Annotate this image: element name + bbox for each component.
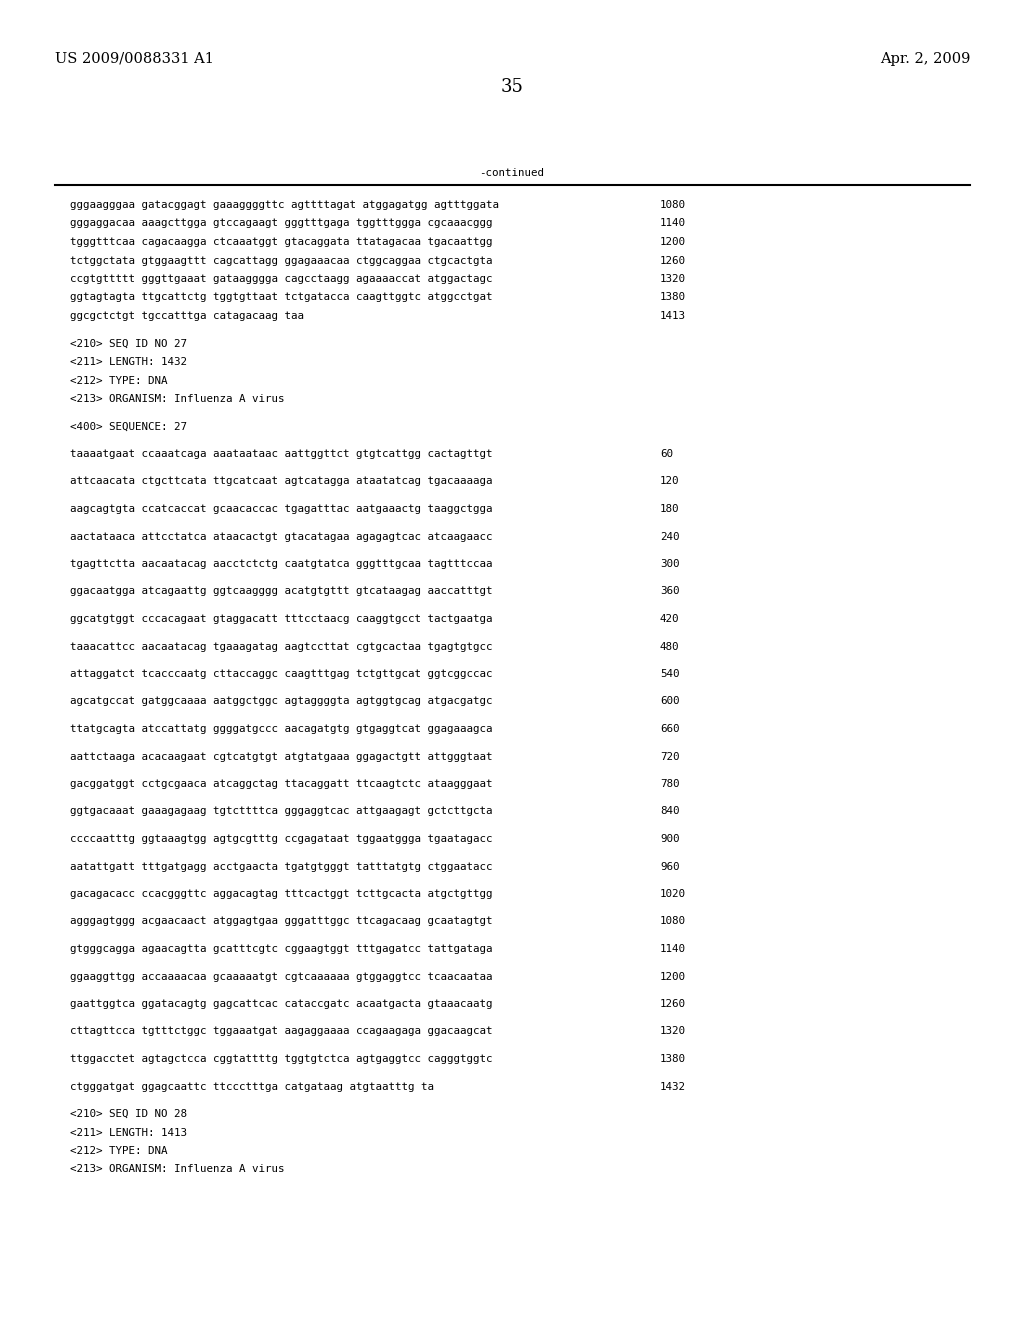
- Text: cttagttcca tgtttctggc tggaaatgat aagaggaaaa ccagaagaga ggacaagcat: cttagttcca tgtttctggc tggaaatgat aagagga…: [70, 1027, 493, 1036]
- Text: gaattggtca ggatacagtg gagcattcac cataccgatc acaatgacta gtaaacaatg: gaattggtca ggatacagtg gagcattcac cataccg…: [70, 999, 493, 1008]
- Text: <211> LENGTH: 1432: <211> LENGTH: 1432: [70, 356, 187, 367]
- Text: Apr. 2, 2009: Apr. 2, 2009: [880, 51, 970, 66]
- Text: <400> SEQUENCE: 27: <400> SEQUENCE: 27: [70, 421, 187, 432]
- Text: 420: 420: [660, 614, 680, 624]
- Text: 1140: 1140: [660, 219, 686, 228]
- Text: 120: 120: [660, 477, 680, 487]
- Text: 1413: 1413: [660, 312, 686, 321]
- Text: <212> TYPE: DNA: <212> TYPE: DNA: [70, 375, 168, 385]
- Text: ccgtgttttt gggttgaaat gataagggga cagcctaagg agaaaaccat atggactagc: ccgtgttttt gggttgaaat gataagggga cagccta…: [70, 275, 493, 284]
- Text: 1260: 1260: [660, 999, 686, 1008]
- Text: gggaggacaa aaagcttgga gtccagaagt gggtttgaga tggtttggga cgcaaacggg: gggaggacaa aaagcttgga gtccagaagt gggtttg…: [70, 219, 493, 228]
- Text: gacggatggt cctgcgaaca atcaggctag ttacaggatt ttcaagtctc ataagggaat: gacggatggt cctgcgaaca atcaggctag ttacagg…: [70, 779, 493, 789]
- Text: tgagttctta aacaatacag aacctctctg caatgtatca gggtttgcaa tagtttccaa: tgagttctta aacaatacag aacctctctg caatgta…: [70, 558, 493, 569]
- Text: aatattgatt tttgatgagg acctgaacta tgatgtgggt tatttatgtg ctggaatacc: aatattgatt tttgatgagg acctgaacta tgatgtg…: [70, 862, 493, 871]
- Text: 660: 660: [660, 723, 680, 734]
- Text: agggagtggg acgaacaact atggagtgaa gggatttggc ttcagacaag gcaatagtgt: agggagtggg acgaacaact atggagtgaa gggattt…: [70, 916, 493, 927]
- Text: <213> ORGANISM: Influenza A virus: <213> ORGANISM: Influenza A virus: [70, 1164, 285, 1175]
- Text: 1020: 1020: [660, 888, 686, 899]
- Text: ggcatgtggt cccacagaat gtaggacatt tttcctaacg caaggtgcct tactgaatga: ggcatgtggt cccacagaat gtaggacatt tttccta…: [70, 614, 493, 624]
- Text: tgggtttcaa cagacaagga ctcaaatggt gtacaggata ttatagacaa tgacaattgg: tgggtttcaa cagacaagga ctcaaatggt gtacagg…: [70, 238, 493, 247]
- Text: 300: 300: [660, 558, 680, 569]
- Text: ggtgacaaat gaaagagaag tgtcttttca gggaggtcac attgaagagt gctcttgcta: ggtgacaaat gaaagagaag tgtcttttca gggaggt…: [70, 807, 493, 817]
- Text: 240: 240: [660, 532, 680, 541]
- Text: gggaagggaa gatacggagt gaaaggggttc agttttagat atggagatgg agtttggata: gggaagggaa gatacggagt gaaaggggttc agtttt…: [70, 201, 499, 210]
- Text: ctgggatgat ggagcaattc ttccctttga catgataag atgtaatttg ta: ctgggatgat ggagcaattc ttccctttga catgata…: [70, 1081, 434, 1092]
- Text: 960: 960: [660, 862, 680, 871]
- Text: 900: 900: [660, 834, 680, 843]
- Text: aattctaaga acacaagaat cgtcatgtgt atgtatgaaa ggagactgtt attgggtaat: aattctaaga acacaagaat cgtcatgtgt atgtatg…: [70, 751, 493, 762]
- Text: taaaatgaat ccaaatcaga aaataataac aattggttct gtgtcattgg cactagttgt: taaaatgaat ccaaatcaga aaataataac aattggt…: [70, 449, 493, 459]
- Text: <210> SEQ ID NO 27: <210> SEQ ID NO 27: [70, 338, 187, 348]
- Text: 1080: 1080: [660, 201, 686, 210]
- Text: US 2009/0088331 A1: US 2009/0088331 A1: [55, 51, 214, 66]
- Text: 1432: 1432: [660, 1081, 686, 1092]
- Text: ttatgcagta atccattatg ggggatgccc aacagatgtg gtgaggtcat ggagaaagca: ttatgcagta atccattatg ggggatgccc aacagat…: [70, 723, 493, 734]
- Text: 180: 180: [660, 504, 680, 513]
- Text: 600: 600: [660, 697, 680, 706]
- Text: taaacattcc aacaatacag tgaaagatag aagtccttat cgtgcactaa tgagtgtgcc: taaacattcc aacaatacag tgaaagatag aagtcct…: [70, 642, 493, 652]
- Text: 1320: 1320: [660, 275, 686, 284]
- Text: 1320: 1320: [660, 1027, 686, 1036]
- Text: 1260: 1260: [660, 256, 686, 265]
- Text: <212> TYPE: DNA: <212> TYPE: DNA: [70, 1146, 168, 1156]
- Text: ggcgctctgt tgccatttga catagacaag taa: ggcgctctgt tgccatttga catagacaag taa: [70, 312, 304, 321]
- Text: 1200: 1200: [660, 238, 686, 247]
- Text: attaggatct tcacccaatg cttaccaggc caagtttgag tctgttgcat ggtcggccac: attaggatct tcacccaatg cttaccaggc caagttt…: [70, 669, 493, 678]
- Text: attcaacata ctgcttcata ttgcatcaat agtcatagga ataatatcag tgacaaaaga: attcaacata ctgcttcata ttgcatcaat agtcata…: [70, 477, 493, 487]
- Text: 480: 480: [660, 642, 680, 652]
- Text: gacagacacc ccacgggttc aggacagtag tttcactggt tcttgcacta atgctgttgg: gacagacacc ccacgggttc aggacagtag tttcact…: [70, 888, 493, 899]
- Text: 360: 360: [660, 586, 680, 597]
- Text: -continued: -continued: [479, 168, 545, 178]
- Text: aagcagtgta ccatcaccat gcaacaccac tgagatttac aatgaaactg taaggctgga: aagcagtgta ccatcaccat gcaacaccac tgagatt…: [70, 504, 493, 513]
- Text: <211> LENGTH: 1413: <211> LENGTH: 1413: [70, 1127, 187, 1138]
- Text: 1140: 1140: [660, 944, 686, 954]
- Text: 35: 35: [501, 78, 523, 96]
- Text: 1200: 1200: [660, 972, 686, 982]
- Text: <213> ORGANISM: Influenza A virus: <213> ORGANISM: Influenza A virus: [70, 393, 285, 404]
- Text: agcatgccat gatggcaaaa aatggctggc agtaggggta agtggtgcag atgacgatgc: agcatgccat gatggcaaaa aatggctggc agtaggg…: [70, 697, 493, 706]
- Text: 540: 540: [660, 669, 680, 678]
- Text: ggtagtagta ttgcattctg tggtgttaat tctgatacca caagttggtc atggcctgat: ggtagtagta ttgcattctg tggtgttaat tctgata…: [70, 293, 493, 302]
- Text: ttggacctet agtagctcca cggtattttg tggtgtctca agtgaggtcc cagggtggtc: ttggacctet agtagctcca cggtattttg tggtgtc…: [70, 1053, 493, 1064]
- Text: 1380: 1380: [660, 293, 686, 302]
- Text: ggacaatgga atcagaattg ggtcaagggg acatgtgttt gtcataagag aaccatttgt: ggacaatgga atcagaattg ggtcaagggg acatgtg…: [70, 586, 493, 597]
- Text: 840: 840: [660, 807, 680, 817]
- Text: 60: 60: [660, 449, 673, 459]
- Text: ggaaggttgg accaaaacaa gcaaaaatgt cgtcaaaaaa gtggaggtcc tcaacaataa: ggaaggttgg accaaaacaa gcaaaaatgt cgtcaaa…: [70, 972, 493, 982]
- Text: aactataaca attcctatca ataacactgt gtacatagaa agagagtcac atcaagaacc: aactataaca attcctatca ataacactgt gtacata…: [70, 532, 493, 541]
- Text: ccccaatttg ggtaaagtgg agtgcgtttg ccgagataat tggaatggga tgaatagacc: ccccaatttg ggtaaagtgg agtgcgtttg ccgagat…: [70, 834, 493, 843]
- Text: 780: 780: [660, 779, 680, 789]
- Text: gtgggcagga agaacagtta gcatttcgtc cggaagtggt tttgagatcc tattgataga: gtgggcagga agaacagtta gcatttcgtc cggaagt…: [70, 944, 493, 954]
- Text: 720: 720: [660, 751, 680, 762]
- Text: tctggctata gtggaagttt cagcattagg ggagaaacaa ctggcaggaa ctgcactgta: tctggctata gtggaagttt cagcattagg ggagaaa…: [70, 256, 493, 265]
- Text: 1080: 1080: [660, 916, 686, 927]
- Text: 1380: 1380: [660, 1053, 686, 1064]
- Text: <210> SEQ ID NO 28: <210> SEQ ID NO 28: [70, 1109, 187, 1119]
